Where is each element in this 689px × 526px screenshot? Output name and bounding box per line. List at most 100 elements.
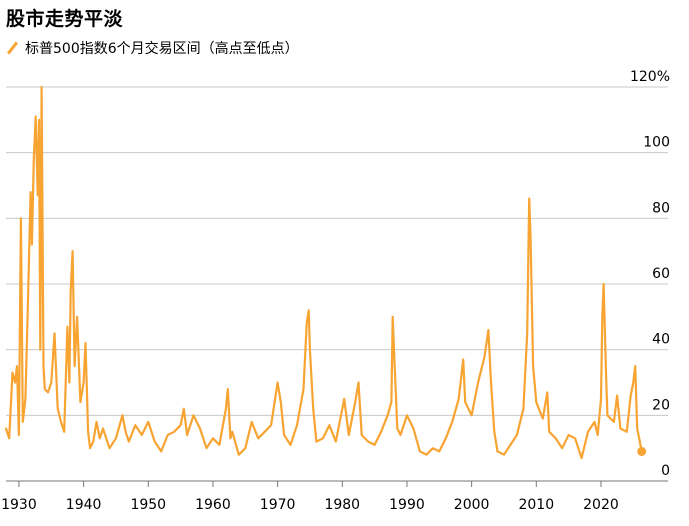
data-point [37,195,38,196]
y-tick-label: 0 [661,463,670,479]
data-point [322,438,323,439]
data-point [413,428,414,429]
data-point [532,365,533,366]
data-point [387,415,388,416]
data-point [35,116,36,117]
data-point [83,382,84,383]
x-tick-label: 1980 [324,497,360,513]
data-point [31,244,32,245]
data-point [490,382,491,383]
data-point [503,454,504,455]
data-point [303,388,304,389]
data-point [536,402,537,403]
data-point [99,438,100,439]
data-point [633,382,634,383]
data-point [374,444,375,445]
data-point [484,356,485,357]
data-point [40,349,41,350]
y-tick-label: 20 [652,397,670,413]
data-point [70,290,71,291]
data-point [18,434,19,435]
legend-label: 标普500指数6个月交易区间（高点至低点） [25,41,299,57]
data-point [549,431,550,432]
data-point [617,395,618,396]
data-point [600,398,601,399]
y-tick-label: 100 [643,135,670,151]
data-point [199,428,200,429]
data-point [14,382,15,383]
data-point [20,218,21,219]
data-point [64,431,65,432]
data-point [523,408,524,409]
data-point [277,382,278,383]
data-point [85,343,86,344]
data-point [392,316,393,317]
data-point [637,428,638,429]
y-tick-label: 40 [652,332,670,348]
y-tick-label: 60 [652,266,670,282]
data-point [271,425,272,426]
data-point [183,408,184,409]
data-point [230,438,231,439]
data-point [264,431,265,432]
data-point [547,392,548,393]
data-point [581,457,582,458]
data-point [69,382,70,383]
data-point [238,454,239,455]
x-tick-label: 1950 [130,497,166,513]
data-point [54,333,55,334]
data-point [43,365,44,366]
data-point [290,444,291,445]
data-point [606,375,607,376]
data-point [89,448,90,449]
data-point [135,425,136,426]
data-point [368,441,369,442]
data-point [445,438,446,439]
data-point [167,434,168,435]
data-point [67,326,68,327]
data-point [33,159,34,160]
x-tick-label: 1930 [1,497,37,513]
data-point [115,438,116,439]
data-point [639,441,640,442]
data-point [562,448,563,449]
data-point [529,198,530,199]
data-point [296,425,297,426]
data-point [309,349,310,350]
y-tick-label: 120% [630,69,670,85]
data-point [358,382,359,383]
data-point [400,434,401,435]
data-point [439,451,440,452]
data-point [426,454,427,455]
data-point [232,431,233,432]
data-point [603,283,604,284]
data-point [355,402,356,403]
data-point [80,402,81,403]
data-point [77,316,78,317]
data-point [419,451,420,452]
data-point [9,438,10,439]
data-point [27,300,28,301]
chart-title: 股市走势平淡 [6,8,124,30]
data-point [329,425,330,426]
data-point [141,434,142,435]
data-point [527,333,528,334]
data-point [227,388,228,389]
data-point [128,441,129,442]
data-point [497,451,498,452]
data-point [516,434,517,435]
data-point [186,434,187,435]
data-point [22,421,23,422]
data-point [161,451,162,452]
data-point [245,448,246,449]
data-point [361,434,362,435]
data-point [316,441,317,442]
data-point [574,438,575,439]
data-point [25,398,26,399]
series-end-point [637,446,647,456]
data-point [344,398,345,399]
x-tick-label: 1990 [389,497,425,513]
data-point [251,421,252,422]
data-point [308,310,309,311]
data-point [494,431,495,432]
